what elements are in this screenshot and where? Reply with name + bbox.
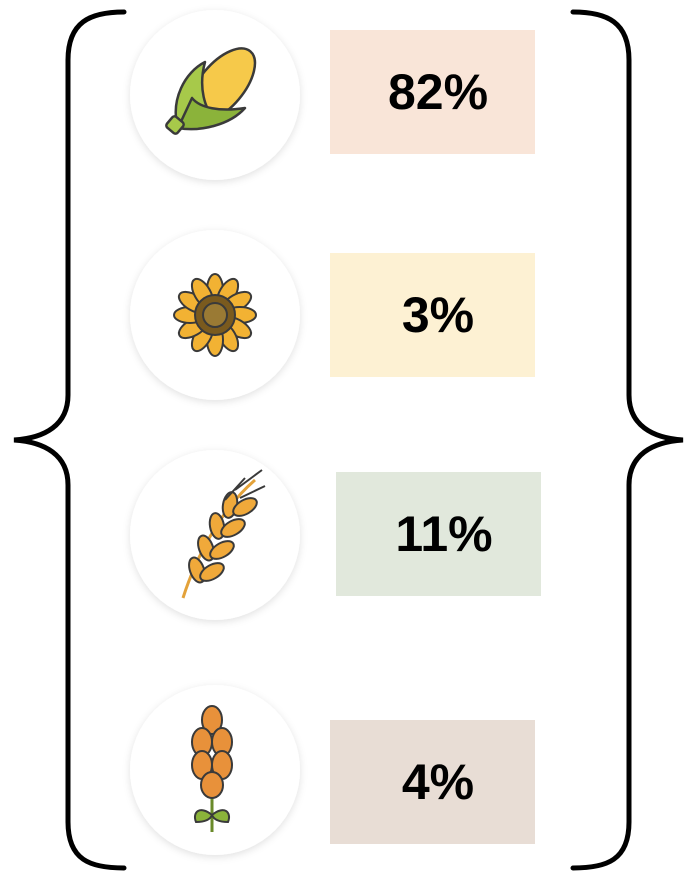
value-label: 4% bbox=[402, 754, 474, 810]
value-box bbox=[336, 472, 541, 596]
value-label: 11% bbox=[395, 506, 492, 562]
value-box bbox=[330, 720, 535, 844]
left-brace bbox=[13, 9, 127, 871]
value-box bbox=[330, 30, 535, 154]
barley-icon bbox=[191, 705, 233, 832]
value-label: 82% bbox=[388, 64, 488, 120]
value-label: 3% bbox=[402, 287, 474, 343]
corn-icon bbox=[165, 47, 257, 135]
right-brace bbox=[570, 9, 684, 871]
wheat-icon bbox=[181, 469, 266, 599]
sunflower-icon bbox=[173, 273, 257, 357]
value-box bbox=[330, 253, 535, 377]
